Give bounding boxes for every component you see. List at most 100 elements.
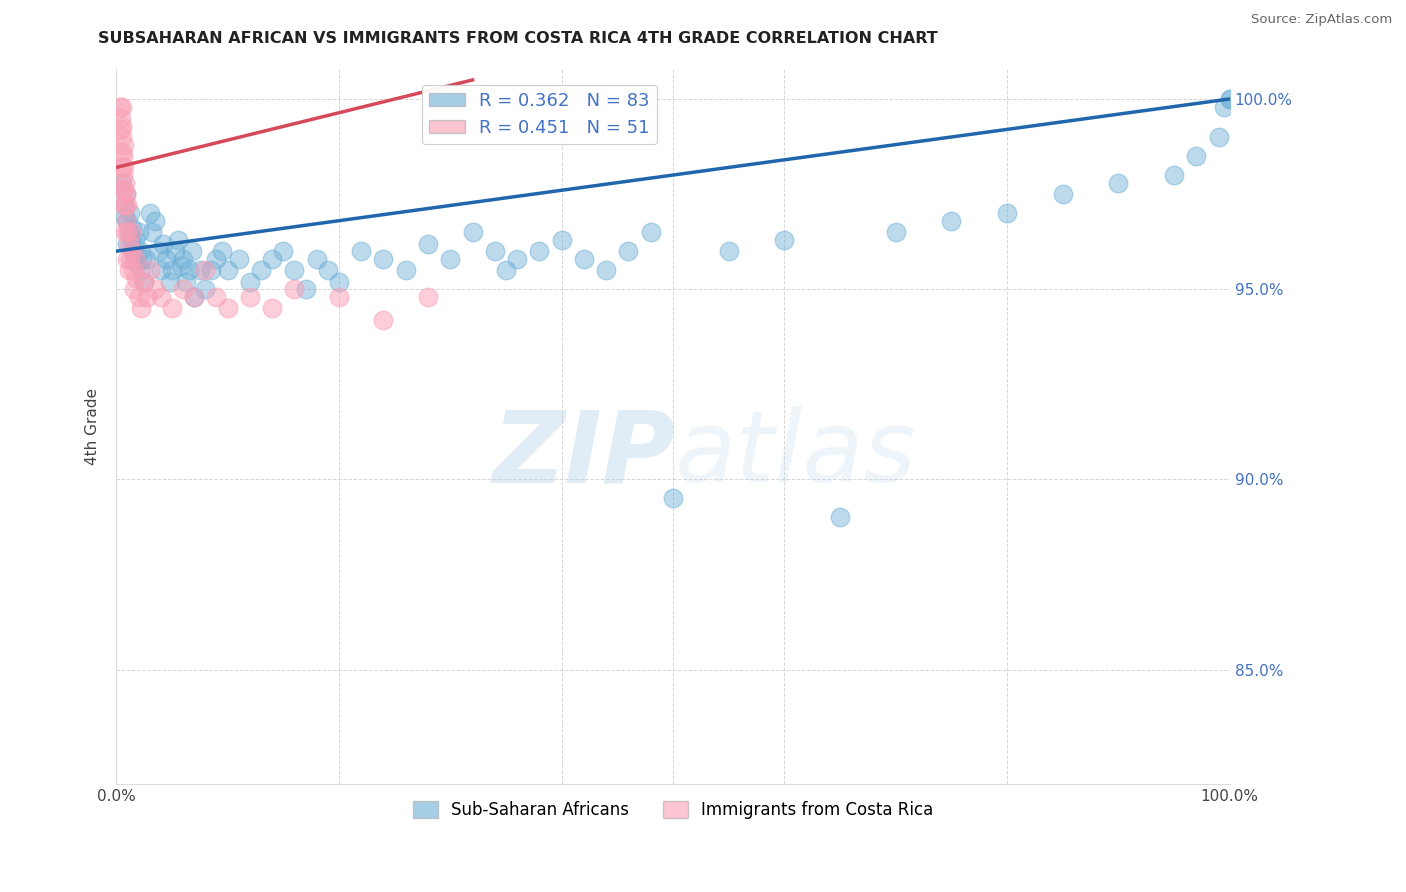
Point bbox=[529, 244, 551, 259]
Point bbox=[128, 225, 150, 239]
Point bbox=[183, 290, 205, 304]
Point bbox=[149, 263, 172, 277]
Point bbox=[188, 263, 211, 277]
Point bbox=[148, 244, 170, 259]
Point bbox=[1107, 176, 1129, 190]
Point bbox=[416, 290, 439, 304]
Point bbox=[114, 225, 136, 239]
Point bbox=[143, 282, 166, 296]
Point bbox=[194, 263, 217, 277]
Point bbox=[350, 244, 373, 259]
Point bbox=[250, 263, 273, 277]
Point bbox=[172, 252, 194, 266]
Point bbox=[461, 225, 484, 239]
Point bbox=[128, 244, 150, 259]
Point bbox=[124, 252, 146, 266]
Point bbox=[884, 225, 907, 239]
Point bbox=[111, 99, 134, 113]
Point bbox=[143, 213, 166, 227]
Point bbox=[373, 312, 395, 326]
Point bbox=[114, 176, 136, 190]
Point bbox=[159, 275, 181, 289]
Point bbox=[1185, 149, 1208, 163]
Point bbox=[239, 275, 262, 289]
Point bbox=[117, 236, 139, 251]
Point bbox=[165, 244, 187, 259]
Point bbox=[110, 111, 132, 125]
Point bbox=[305, 252, 328, 266]
Point bbox=[120, 225, 142, 239]
Text: SUBSAHARAN AFRICAN VS IMMIGRANTS FROM COSTA RICA 4TH GRADE CORRELATION CHART: SUBSAHARAN AFRICAN VS IMMIGRANTS FROM CO… bbox=[98, 31, 938, 46]
Point bbox=[1208, 130, 1230, 145]
Point bbox=[183, 290, 205, 304]
Point bbox=[395, 263, 418, 277]
Point bbox=[117, 263, 139, 277]
Point bbox=[640, 225, 662, 239]
Point bbox=[194, 282, 217, 296]
Point bbox=[111, 119, 134, 133]
Point bbox=[115, 187, 138, 202]
Y-axis label: 4th Grade: 4th Grade bbox=[86, 388, 100, 465]
Point bbox=[294, 282, 316, 296]
Point bbox=[373, 252, 395, 266]
Point bbox=[111, 145, 134, 160]
Point bbox=[112, 137, 135, 152]
Point bbox=[129, 301, 152, 316]
Point bbox=[1219, 92, 1241, 106]
Text: atlas: atlas bbox=[675, 406, 917, 503]
Point bbox=[262, 252, 284, 266]
Point bbox=[117, 213, 139, 227]
Point bbox=[773, 233, 796, 247]
Point bbox=[439, 252, 461, 266]
Point bbox=[131, 252, 153, 266]
Point bbox=[111, 149, 134, 163]
Point bbox=[200, 263, 222, 277]
Point bbox=[271, 244, 294, 259]
Point bbox=[122, 252, 145, 266]
Point bbox=[124, 233, 146, 247]
Point bbox=[117, 225, 139, 239]
Point bbox=[117, 252, 139, 266]
Text: Source: ZipAtlas.com: Source: ZipAtlas.com bbox=[1251, 13, 1392, 27]
Point bbox=[111, 130, 134, 145]
Point bbox=[152, 236, 174, 251]
Point bbox=[138, 206, 160, 220]
Point bbox=[416, 236, 439, 251]
Point bbox=[1052, 187, 1074, 202]
Point bbox=[114, 198, 136, 212]
Point bbox=[176, 275, 198, 289]
Point bbox=[129, 263, 152, 277]
Point bbox=[110, 122, 132, 136]
Point bbox=[177, 263, 200, 277]
Point bbox=[111, 176, 134, 190]
Point bbox=[1213, 99, 1236, 113]
Point bbox=[121, 244, 143, 259]
Point bbox=[120, 233, 142, 247]
Point bbox=[828, 510, 851, 524]
Text: ZIP: ZIP bbox=[492, 406, 675, 503]
Point bbox=[111, 161, 134, 175]
Point bbox=[328, 290, 350, 304]
Point bbox=[172, 282, 194, 296]
Point bbox=[484, 244, 506, 259]
Point bbox=[112, 198, 135, 212]
Point bbox=[111, 168, 134, 182]
Point bbox=[228, 252, 250, 266]
Point bbox=[217, 301, 239, 316]
Point bbox=[181, 244, 204, 259]
Point bbox=[160, 301, 183, 316]
Point bbox=[138, 263, 160, 277]
Point bbox=[283, 263, 305, 277]
Point bbox=[595, 263, 617, 277]
Point bbox=[1219, 92, 1241, 106]
Point bbox=[117, 225, 139, 239]
Point bbox=[155, 252, 177, 266]
Point bbox=[122, 244, 145, 259]
Point bbox=[495, 263, 517, 277]
Point bbox=[572, 252, 595, 266]
Point bbox=[125, 255, 148, 269]
Point bbox=[117, 198, 139, 212]
Point bbox=[550, 233, 572, 247]
Point bbox=[1163, 168, 1185, 182]
Point bbox=[125, 270, 148, 285]
